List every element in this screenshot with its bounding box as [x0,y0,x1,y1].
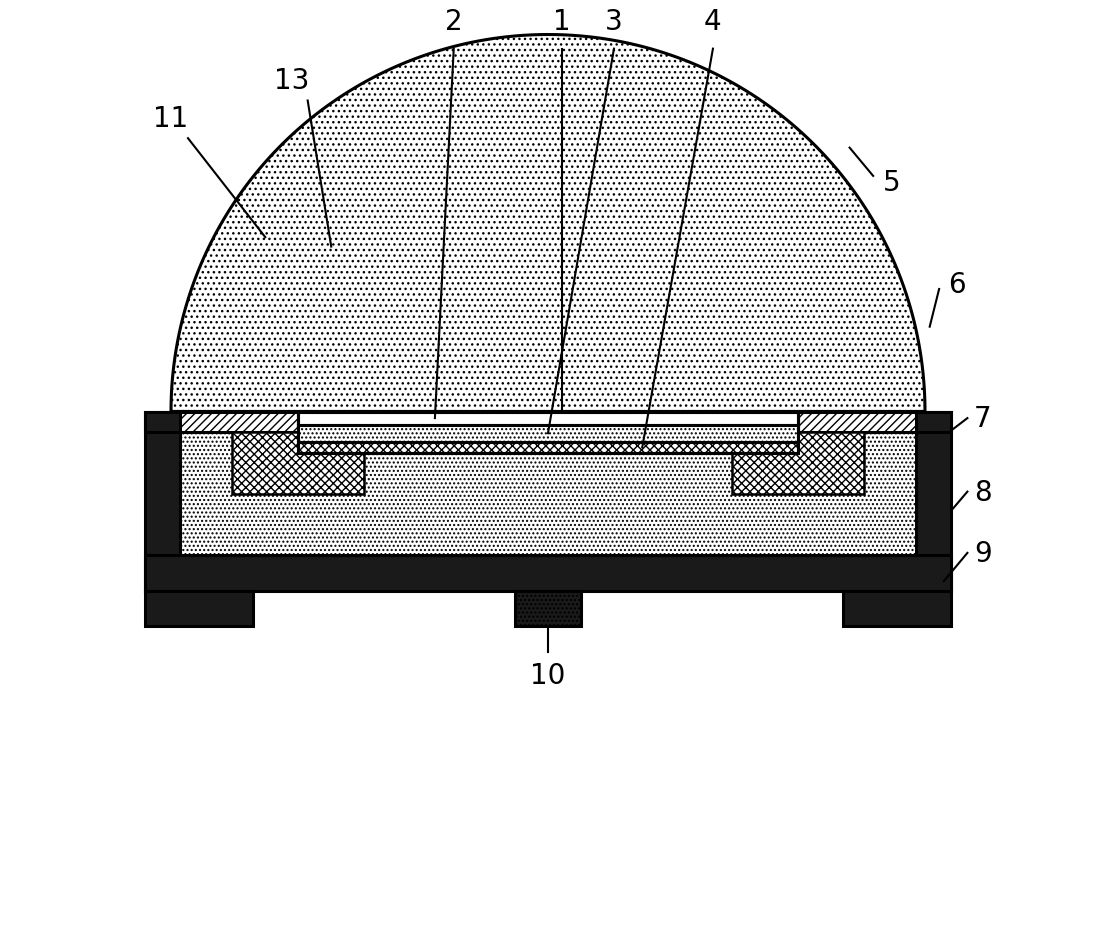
Text: 2: 2 [445,8,463,36]
Text: 3: 3 [605,8,623,36]
Polygon shape [181,432,915,555]
Polygon shape [915,413,951,591]
Polygon shape [232,432,364,494]
Text: 9: 9 [974,539,992,567]
Text: 11: 11 [153,105,189,132]
Polygon shape [298,442,798,453]
Polygon shape [298,425,798,442]
Text: 7: 7 [974,405,992,432]
Text: 4: 4 [704,8,722,36]
Polygon shape [515,591,581,627]
Polygon shape [732,432,864,494]
Polygon shape [298,413,798,425]
Polygon shape [145,413,181,591]
Polygon shape [171,36,925,413]
Polygon shape [145,591,253,627]
Text: 5: 5 [882,169,900,197]
Polygon shape [145,555,951,591]
Polygon shape [798,413,915,432]
Text: 1: 1 [553,8,571,36]
Text: 6: 6 [948,271,967,299]
Polygon shape [181,413,298,432]
Polygon shape [843,591,951,627]
Text: 10: 10 [530,662,566,689]
Polygon shape [145,413,951,432]
Text: 8: 8 [974,478,992,506]
Text: 13: 13 [274,67,309,94]
